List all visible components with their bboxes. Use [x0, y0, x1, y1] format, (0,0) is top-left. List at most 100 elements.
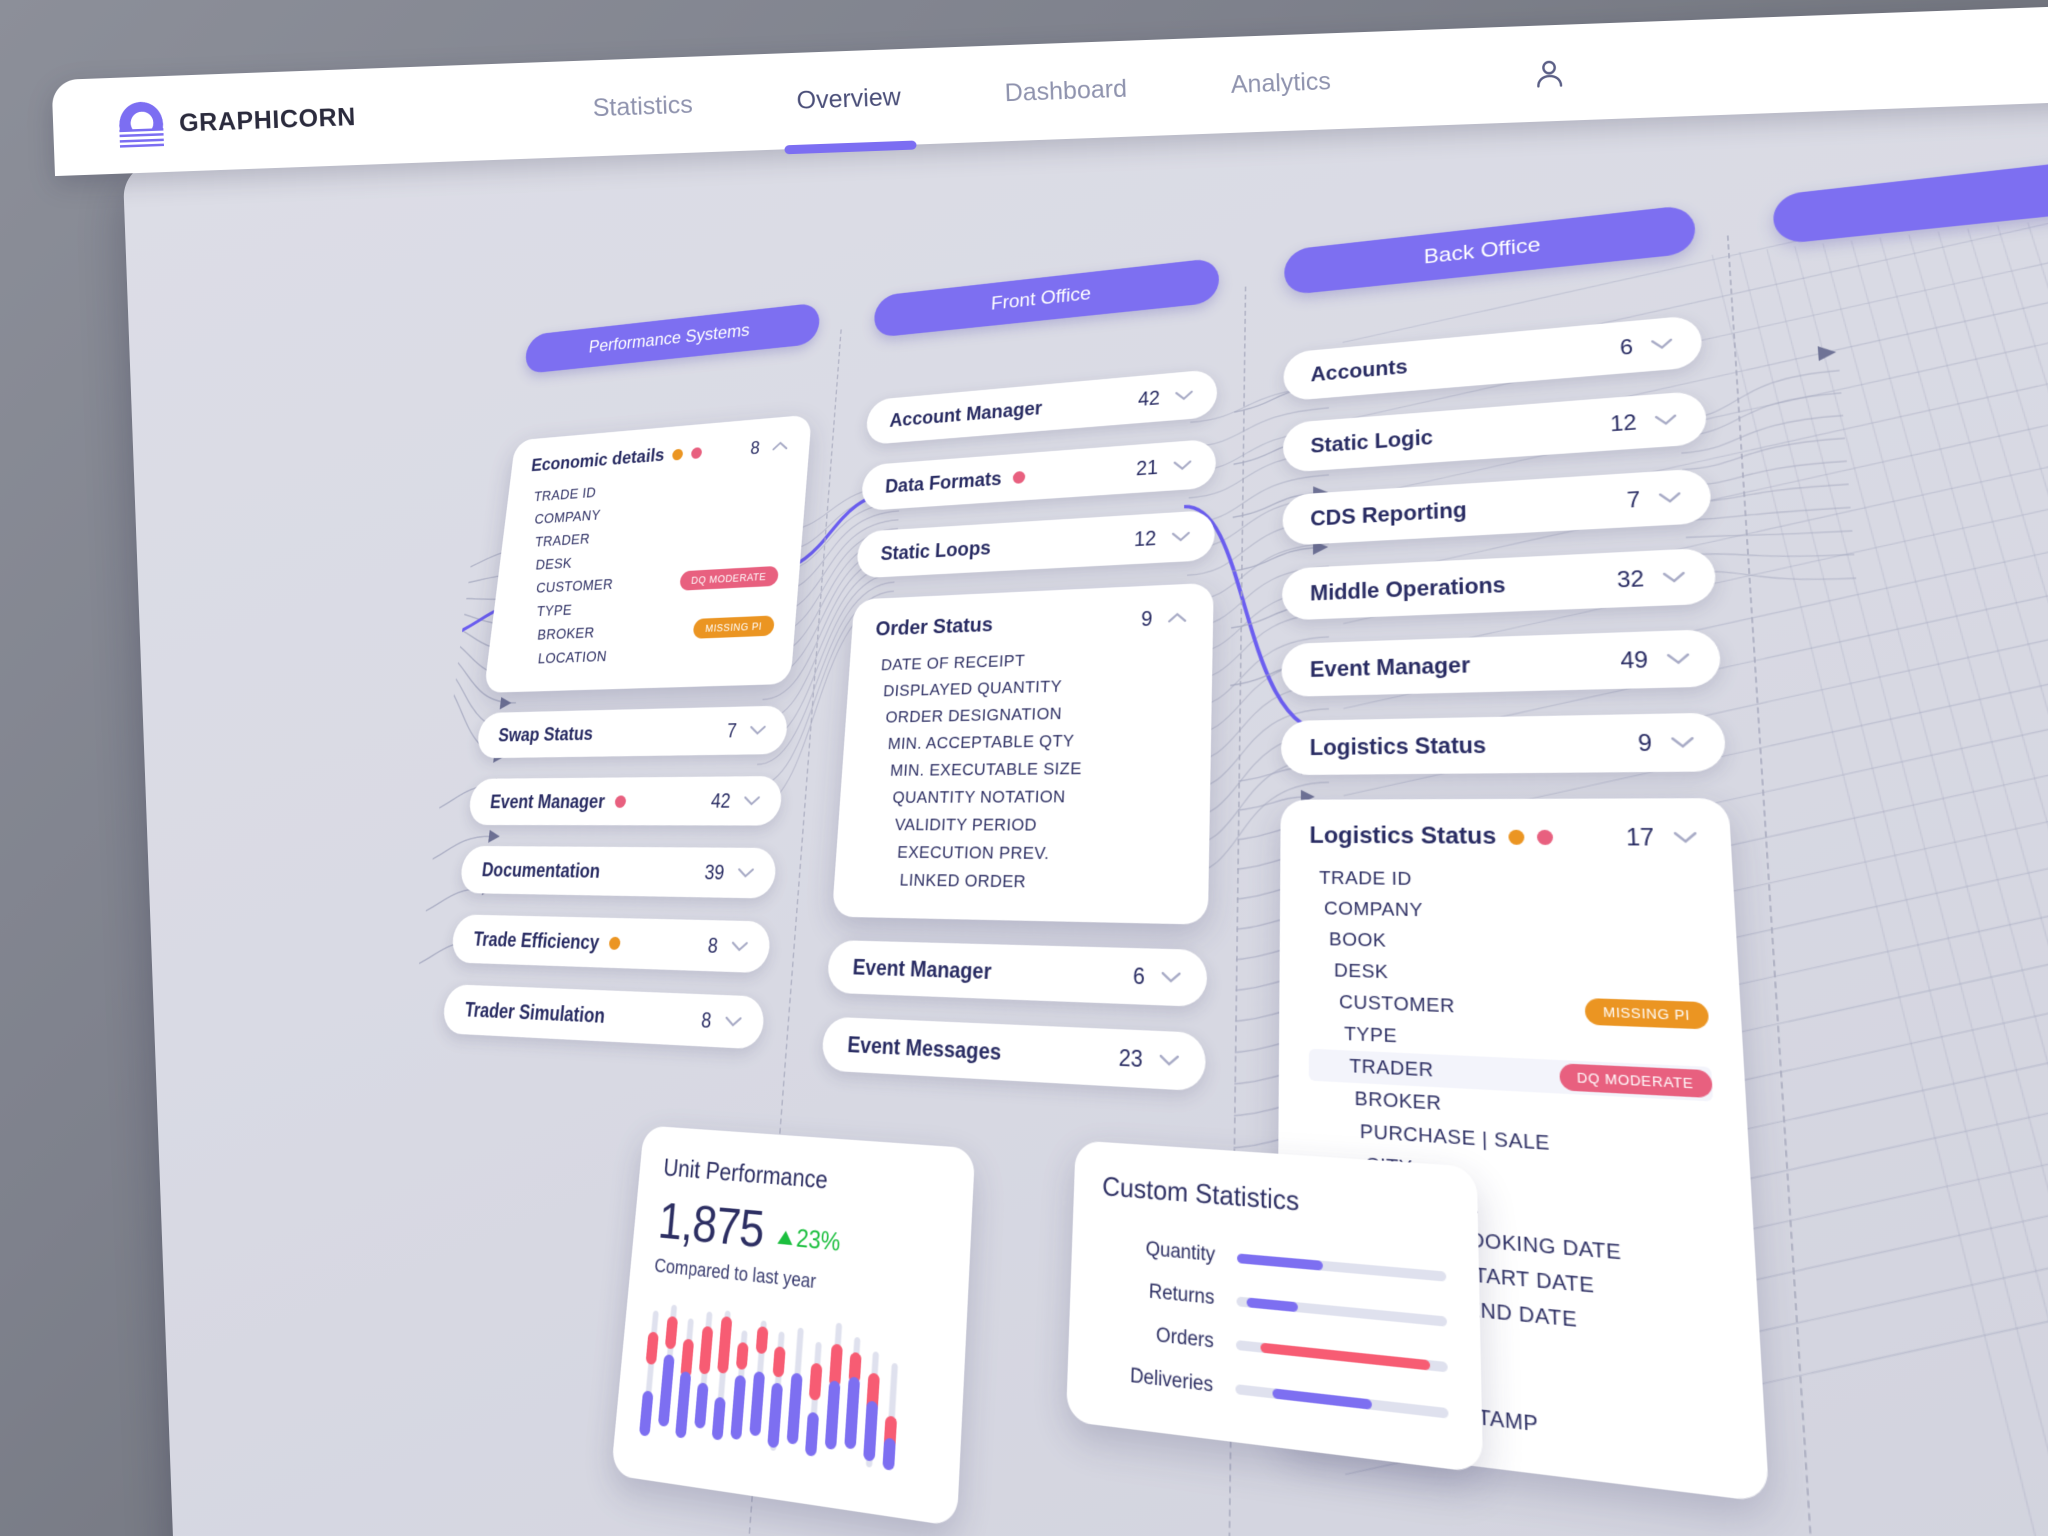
node-row-trader-simulation[interactable]: Trader Simulation 8 — [441, 984, 766, 1050]
field-name: BROKER — [536, 624, 596, 644]
node-row-count: 42 — [1137, 386, 1161, 410]
node-row-trade-efficiency[interactable]: Trade Efficiency 8 — [450, 914, 772, 974]
nav-item-analytics[interactable]: Analytics — [1230, 66, 1332, 99]
chevron-down-icon[interactable] — [1172, 459, 1193, 472]
candlestick-body-gain — [863, 1400, 879, 1462]
node-row-count: 7 — [1626, 486, 1641, 512]
node-row-label: CDS Reporting — [1310, 497, 1467, 530]
chevron-down-icon[interactable] — [742, 795, 761, 807]
status-badge: DQ MODERATE — [678, 565, 779, 591]
spacer — [594, 629, 693, 633]
node-card-count: 8 — [749, 437, 761, 458]
node-row-label: Static Logic — [1310, 425, 1434, 457]
candlestick-body-gain — [767, 1382, 784, 1449]
node-row-swap-status[interactable]: Swap Status 7 — [475, 705, 789, 759]
node-row-label: Accounts — [1310, 354, 1408, 386]
node-row-count: 7 — [726, 719, 738, 742]
spacer — [991, 539, 1134, 547]
node-card-count: 9 — [1140, 606, 1153, 631]
chevron-down-icon[interactable] — [1649, 337, 1675, 352]
candlestick-body-loss — [645, 1331, 659, 1366]
nav-item-overview[interactable]: Overview — [744, 71, 954, 128]
column-header-front-office[interactable]: Front Office — [872, 257, 1220, 338]
status-badge: MISSING PI — [692, 615, 775, 639]
node-row-label: Event Manager — [1309, 652, 1471, 682]
spacer — [1470, 661, 1620, 665]
node-row-label: Account Manager — [889, 396, 1043, 431]
node-card-title: Economic details — [530, 444, 666, 476]
connector-wire — [1998, 199, 2048, 1536]
top-navigation-bar: GRAPHICORN Statistics Overview Dashboard… — [51, 4, 2048, 177]
node-card-header[interactable]: Order Status 9 — [875, 605, 1188, 642]
connector-wire — [1938, 206, 2048, 1536]
field-name: TYPE — [535, 601, 573, 620]
node-row-count: 6 — [1619, 334, 1634, 359]
spacer — [1506, 580, 1617, 585]
node-row-label: Middle Operations — [1310, 572, 1506, 605]
chevron-down-icon[interactable] — [1173, 389, 1194, 402]
spacer — [991, 971, 1133, 976]
node-row-static-loops[interactable]: Static Loops 12 — [855, 509, 1215, 579]
connector-arrowhead — [1300, 971, 1315, 987]
chevron-down-icon[interactable] — [1653, 413, 1679, 428]
candlestick-body-gain — [824, 1380, 841, 1451]
node-row-label: Documentation — [480, 858, 602, 882]
candlestick-body-loss — [808, 1362, 823, 1401]
node-row-count: 42 — [710, 789, 732, 812]
candlestick-body-loss — [717, 1316, 733, 1374]
connector-arrowhead — [1817, 344, 1837, 362]
connector-wire — [1795, 222, 2048, 1536]
spacer — [1467, 500, 1627, 509]
candlestick — [823, 1322, 845, 1478]
triangle-up-icon — [777, 1229, 794, 1245]
candlestick-body-loss — [755, 1326, 769, 1355]
node-row-count: 32 — [1616, 565, 1645, 592]
chevron-down-icon[interactable] — [730, 940, 750, 953]
node-row-count: 12 — [1609, 409, 1638, 436]
field-name: COMPANY — [533, 507, 602, 528]
chevron-down-icon[interactable] — [1160, 970, 1183, 984]
spacer — [1408, 348, 1620, 367]
node-row-label: Swap Status — [497, 722, 595, 746]
node-row-label: Data Formats — [884, 467, 1003, 497]
column-header-label: Performance Systems — [587, 320, 751, 357]
node-row-count: 39 — [703, 860, 726, 884]
node-row-label: Static Loops — [880, 536, 992, 564]
column-header-performance-systems[interactable]: Performance Systems — [523, 302, 821, 375]
chevron-down-icon[interactable] — [748, 724, 767, 736]
chevron-down-icon[interactable] — [1170, 530, 1191, 543]
spacer — [596, 479, 786, 493]
spacer — [1433, 424, 1610, 437]
nav-item-dashboard[interactable]: Dashboard — [1004, 74, 1128, 107]
chevron-down-icon[interactable] — [1661, 570, 1688, 585]
node-card-field-list: DATE OF RECEIPT DISPLAYED QUANTITY ORDER D… — [858, 642, 1188, 899]
node-row-middle-operations[interactable]: Middle Operations 32 — [1281, 547, 1717, 621]
node-row-data-formats[interactable]: Data Formats 21 — [860, 438, 1217, 512]
chevron-up-icon[interactable] — [771, 440, 789, 452]
node-row-event-manager[interactable]: Event Manager 42 — [467, 775, 784, 826]
candlestick-body-gain — [638, 1390, 654, 1437]
brand[interactable]: GRAPHICORN — [118, 94, 356, 149]
connector-wire — [1823, 219, 2048, 1536]
chevron-down-icon[interactable] — [723, 1015, 743, 1029]
field-name: DESK — [534, 555, 573, 574]
spacer — [572, 551, 780, 563]
nav-item-statistics[interactable]: Statistics — [592, 90, 694, 122]
field-row[interactable]: QUANTITY NOTATION — [863, 782, 1184, 811]
status-dot-orange-icon — [1508, 829, 1525, 845]
graphicorn-logo-icon — [118, 101, 165, 149]
chevron-down-icon[interactable] — [736, 867, 756, 879]
unit-performance-candlestick-chart — [638, 1302, 939, 1492]
chevron-down-icon[interactable] — [1657, 490, 1683, 505]
node-row-count: 21 — [1135, 455, 1159, 480]
status-dot-pink-icon — [1012, 470, 1026, 484]
node-row-documentation[interactable]: Documentation 39 — [458, 845, 778, 899]
field-row[interactable]: VALIDITY PERIOD — [861, 811, 1183, 840]
spacer — [613, 581, 680, 585]
user-account-icon[interactable] — [1532, 56, 1567, 91]
node-row-account-manager[interactable]: Account Manager 42 — [865, 368, 1218, 446]
chevron-down-icon[interactable] — [1158, 1053, 1181, 1068]
candlestick-body-gain — [882, 1437, 896, 1471]
spacer — [1025, 469, 1136, 477]
